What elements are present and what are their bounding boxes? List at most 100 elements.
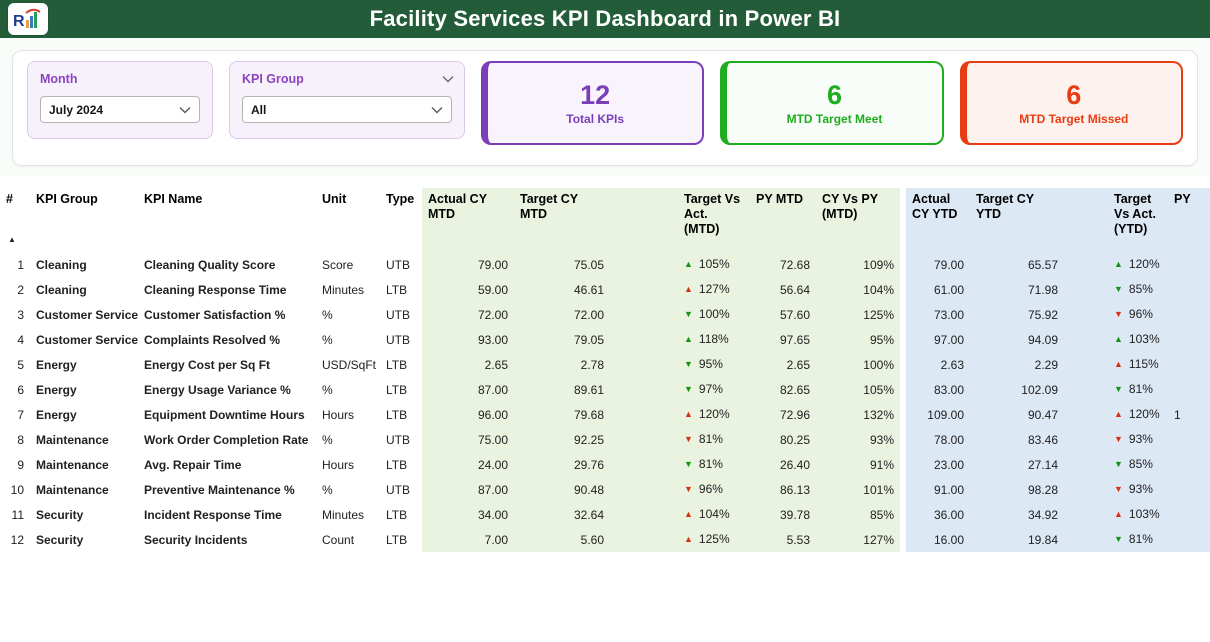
table-row[interactable]: 3 Customer Service Customer Satisfaction %… <box>0 302 1210 327</box>
cell-tm: 72.00 <box>514 302 610 327</box>
cell-tvam: ▲ 120% <box>678 402 750 427</box>
column-header-tvay[interactable]: Target Vs Act. (YTD) <box>1108 188 1168 252</box>
column-header-am[interactable]: Actual CY MTD <box>422 188 514 252</box>
cell-tvam: ▲ 104% <box>678 502 750 527</box>
column-header-cypy[interactable]: CY Vs PY (MTD) <box>816 188 900 252</box>
cell-n: 3 <box>0 302 30 327</box>
cell-pym: 26.40 <box>750 452 816 477</box>
cell-pyy <box>1168 502 1210 527</box>
cell-unit: Minutes <box>316 502 380 527</box>
table-row[interactable]: 4 Customer Service Complaints Resolved %% U… <box>0 327 1210 352</box>
cell-pym: 86.13 <box>750 477 816 502</box>
table-row[interactable]: 10 Maintenance Preventive Maintenance %% UT… <box>0 477 1210 502</box>
cell-sep <box>900 477 906 502</box>
cell-n: 5 <box>0 352 30 377</box>
trend-down-icon: ▼ <box>1114 484 1123 494</box>
column-header-n[interactable]: # ▲ <box>0 188 30 252</box>
total-kpis-label: Total KPIs <box>566 111 625 126</box>
cell-cypy: 132% <box>816 402 900 427</box>
table-row[interactable]: 11 Security Incident Response Time Minutes L… <box>0 502 1210 527</box>
cell-gap2 <box>1064 502 1108 527</box>
table-row[interactable]: 12 Security Security Incidents Count LTB 7.00… <box>0 527 1210 552</box>
cell-type: UTB <box>380 302 422 327</box>
column-header-unit[interactable]: Unit <box>316 188 380 252</box>
trend-up-icon: ▲ <box>1114 259 1123 269</box>
cell-type: LTB <box>380 502 422 527</box>
cell-pym: 5.53 <box>750 527 816 552</box>
cell-group: Maintenance <box>30 452 138 477</box>
chevron-down-icon[interactable] <box>442 75 454 83</box>
cell-unit: Hours <box>316 402 380 427</box>
cell-group: Maintenance <box>30 477 138 502</box>
column-header-pym[interactable]: PY MTD <box>750 188 816 252</box>
column-header-type[interactable]: Type <box>380 188 422 252</box>
column-header-tvam[interactable]: Target Vs Act. (MTD) <box>678 188 750 252</box>
cell-name: Cleaning Response Time <box>138 277 316 302</box>
column-header-ty[interactable]: Target CY YTD <box>970 188 1064 252</box>
cell-tvay: ▼ 81% <box>1108 527 1168 552</box>
table-row[interactable]: 2 Cleaning Cleaning Response Time Minutes LT… <box>0 277 1210 302</box>
cell-unit: USD/SqFt <box>316 352 380 377</box>
cell-cypy: 93% <box>816 427 900 452</box>
kpi-group-dropdown[interactable]: All <box>242 96 452 123</box>
trend-down-icon: ▼ <box>1114 459 1123 469</box>
cell-tvay: ▼ 85% <box>1108 452 1168 477</box>
table-row[interactable]: 5 Energy Energy Cost per Sq Ft USD/SqFt LTB 2… <box>0 352 1210 377</box>
table-row[interactable]: 7 Energy Equipment Downtime Hours Hours LTB 9… <box>0 402 1210 427</box>
cell-n: 6 <box>0 377 30 402</box>
chevron-down-icon <box>431 106 443 113</box>
cell-sep <box>900 277 906 302</box>
cell-unit: % <box>316 427 380 452</box>
cell-tm: 5.60 <box>514 527 610 552</box>
table-row[interactable]: 9 Maintenance Avg. Repair Time Hours LTB 24.0… <box>0 452 1210 477</box>
cell-cypy: 91% <box>816 452 900 477</box>
cell-gap2 <box>1064 527 1108 552</box>
cell-sep <box>900 377 906 402</box>
trend-down-icon: ▼ <box>684 359 693 369</box>
table-row[interactable]: 8 Maintenance Work Order Completion Rate% U… <box>0 427 1210 452</box>
trend-down-icon: ▼ <box>684 434 693 444</box>
cell-gap1 <box>610 502 678 527</box>
cell-tvam: ▲ 127% <box>678 277 750 302</box>
cell-tvay: ▲ 115% <box>1108 352 1168 377</box>
month-dropdown[interactable]: July 2024 <box>40 96 200 123</box>
mtd-target-missed-card: 6 MTD Target Missed <box>959 61 1183 145</box>
column-header-tm[interactable]: Target CY MTD <box>514 188 610 252</box>
cell-gap2 <box>1064 302 1108 327</box>
column-header-gap1 <box>610 188 678 252</box>
cell-tvay: ▼ 93% <box>1108 477 1168 502</box>
cell-ay: 16.00 <box>906 527 970 552</box>
cell-pym: 57.60 <box>750 302 816 327</box>
cell-tm: 46.61 <box>514 277 610 302</box>
cell-pym: 72.68 <box>750 252 816 277</box>
month-slicer-label: Month <box>40 72 78 86</box>
cell-ty: 90.47 <box>970 402 1064 427</box>
cell-type: UTB <box>380 427 422 452</box>
cell-name: Work Order Completion Rate <box>138 427 316 452</box>
cell-tvay: ▼ 96% <box>1108 302 1168 327</box>
cell-cypy: 85% <box>816 502 900 527</box>
table-row[interactable]: 1 Cleaning Cleaning Quality Score Score UTB 7… <box>0 252 1210 277</box>
table-row[interactable]: 6 Energy Energy Usage Variance %% LTB 87.00 8… <box>0 377 1210 402</box>
cell-gap1 <box>610 302 678 327</box>
cell-ty: 98.28 <box>970 477 1064 502</box>
column-header-ay[interactable]: Actual CY YTD <box>906 188 970 252</box>
cell-am: 2.65 <box>422 352 514 377</box>
cell-gap1 <box>610 252 678 277</box>
cell-n: 2 <box>0 277 30 302</box>
column-header-name[interactable]: KPI Name <box>138 188 316 252</box>
column-header-pyy[interactable]: PY <box>1168 188 1210 252</box>
cell-tm: 79.05 <box>514 327 610 352</box>
app-header: R Facility Services KPI Dashboard in Pow… <box>0 0 1210 38</box>
kpi-group-slicer-label: KPI Group <box>242 72 304 86</box>
cell-pym: 80.25 <box>750 427 816 452</box>
column-header-group[interactable]: KPI Group <box>30 188 138 252</box>
cell-pyy <box>1168 452 1210 477</box>
cell-unit: Hours <box>316 452 380 477</box>
trend-down-icon: ▼ <box>684 484 693 494</box>
cell-gap1 <box>610 277 678 302</box>
cell-unit: % <box>316 377 380 402</box>
trend-down-icon: ▼ <box>1114 284 1123 294</box>
cell-tvam: ▲ 105% <box>678 252 750 277</box>
cell-tvay: ▼ 81% <box>1108 377 1168 402</box>
